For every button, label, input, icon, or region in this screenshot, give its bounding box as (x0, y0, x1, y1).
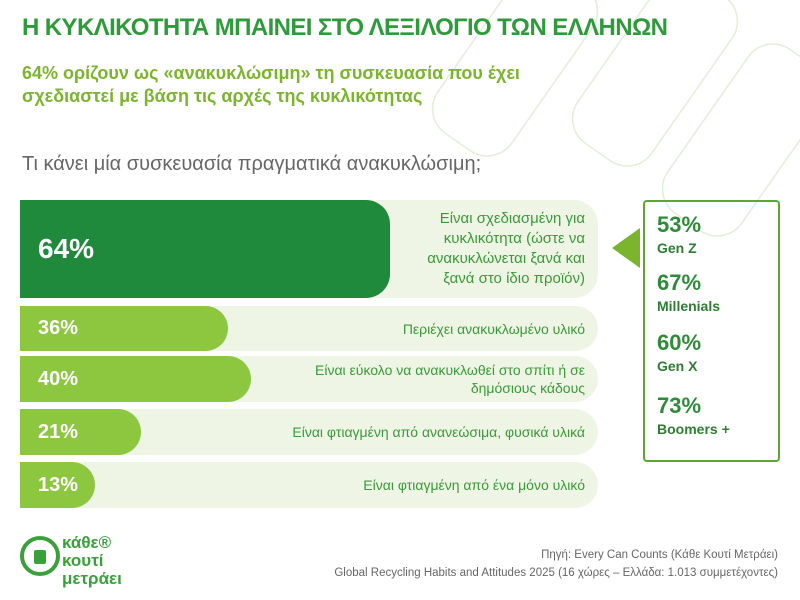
category-label: Περιέχει ανακυκλωμένο υλικό (402, 320, 585, 337)
breakdown-panel (643, 200, 780, 462)
bar (20, 306, 229, 351)
chart-title: Τι κάνει μία συσκευασία πραγματικά ανακυ… (22, 153, 482, 175)
logo-text: κάθε® (62, 533, 112, 552)
breakdown-value: 60% (657, 330, 702, 355)
bar-track (20, 462, 598, 508)
bar (20, 356, 252, 402)
breakdown-value: 67% (657, 270, 702, 295)
source-text: Πηγή: Every Can Counts (Κάθε Κουτί Μετρά… (541, 549, 778, 561)
breakdown-label: Millenials (657, 298, 721, 314)
logo-icon (20, 536, 60, 576)
logo-text: κουτί (62, 551, 104, 570)
breakdown-label: Gen X (657, 358, 698, 374)
value-label: 21% (38, 420, 79, 443)
value-label: 36% (38, 317, 79, 339)
title: Η ΚΥΚΛΙΚΟΤΗΤΑ ΜΠΑΙΝΕΙ ΣΤΟ ΛΕΞΙΛΟΓΙΟ ΤΩΝ … (22, 14, 668, 41)
value-label: 13% (38, 473, 79, 496)
logo-text: μετράει (62, 569, 122, 588)
breakdown-label: Boomers + (657, 421, 730, 437)
breakdown-value: 53% (657, 212, 702, 237)
bar (20, 200, 390, 298)
breakdown-value: 73% (657, 393, 702, 418)
category-label: Είναι φτιαγμένη από ένα μόνο υλικό (363, 477, 585, 493)
category-label: Είναι φτιαγμένη από ανανεώσιμα, φυσικά υ… (292, 424, 585, 440)
bar (20, 462, 96, 508)
category-label: Είναι εύκολο να ανακυκλωθεί στο σπίτι ή … (315, 362, 585, 396)
breakdown-label: Gen Z (657, 240, 697, 256)
value-label: 64% (38, 233, 95, 264)
bar (20, 409, 142, 455)
value-label: 40% (38, 367, 79, 390)
source-text: Global Recycling Habits and Attitudes 20… (334, 567, 778, 579)
subtitle: 64% ορίζουν ως «ανακυκλώσιμη» τη συσκευα… (22, 63, 520, 106)
category-label: Είναι σχεδιασμένη για κυκλικότητα (ώστε … (427, 210, 585, 287)
